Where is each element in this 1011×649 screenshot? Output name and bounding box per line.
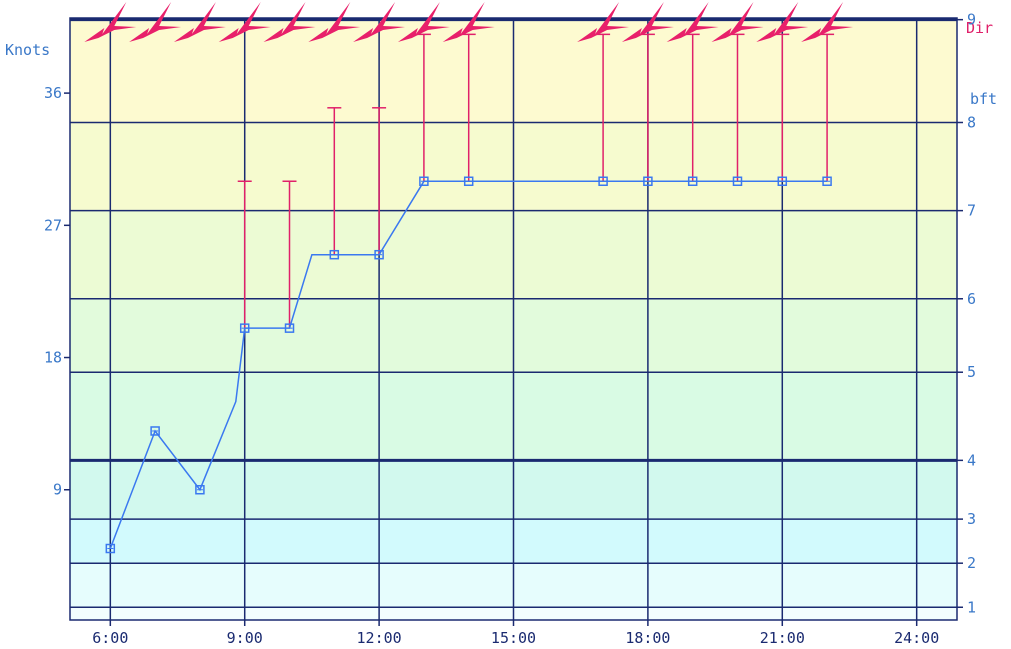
wind-point: [822, 176, 832, 186]
wind-point: [329, 249, 340, 260]
left-tick-label: 18: [44, 349, 62, 367]
wind-series: [105, 176, 832, 554]
wind-point: [105, 543, 116, 554]
right-tick-label: 1: [967, 598, 976, 616]
right-tick-label: 5: [967, 363, 976, 381]
wind-point: [150, 426, 160, 436]
right-tick-label: 9: [967, 11, 976, 29]
right-tick-label: 4: [967, 451, 976, 469]
left-tick-label: 27: [44, 216, 62, 234]
right-tick-label: 8: [967, 113, 976, 131]
wind-point: [643, 176, 653, 186]
x-tick-label: 21:00: [760, 629, 805, 647]
right-tick-label: 7: [967, 202, 976, 220]
x-tick-label: 15:00: [491, 629, 536, 647]
wind-point: [777, 176, 788, 186]
x-tick-label: 12:00: [357, 629, 402, 647]
left-axis-title: Knots: [5, 41, 50, 59]
right-axis-title: Dir: [966, 19, 993, 37]
right-tick-label: 2: [967, 554, 976, 572]
grid: [64, 17, 963, 626]
axis-labels: Knots Dir bft 9182736451234567896:009:00…: [5, 11, 997, 647]
wind-point: [419, 176, 429, 186]
right-tick-label: 6: [967, 290, 976, 308]
gust-series: [237, 33, 835, 329]
wind-point: [239, 323, 250, 333]
wind-point: [284, 323, 295, 333]
right-tick-label: 3: [967, 510, 976, 528]
left-tick-label: 36: [44, 84, 62, 102]
wind-point: [598, 176, 608, 186]
right-axis-unit: bft: [970, 90, 997, 108]
wind-point: [732, 176, 743, 186]
wind-point: [195, 484, 205, 495]
wind-point: [463, 176, 474, 186]
x-tick-label: 9:00: [227, 629, 263, 647]
left-tick-label: 9: [53, 481, 62, 499]
x-tick-label: 18:00: [625, 629, 670, 647]
wind-point: [374, 249, 384, 260]
x-tick-label: 6:00: [92, 629, 128, 647]
x-tick-label: 24:00: [894, 629, 939, 647]
wind-point: [687, 176, 698, 186]
